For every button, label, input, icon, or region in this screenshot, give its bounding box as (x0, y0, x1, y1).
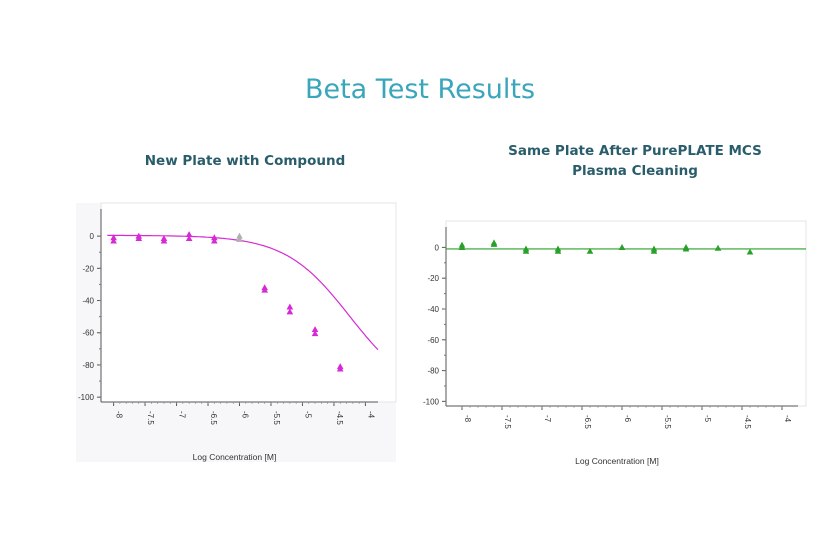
y-tick-label: -80 (427, 367, 439, 376)
y-tick-label: -60 (82, 329, 94, 338)
page-title: Beta Test Results (304, 74, 536, 105)
data-point (490, 240, 498, 247)
x-tick-label: -6 (623, 415, 632, 423)
x-tick-label: -6 (241, 411, 250, 419)
data-point (160, 237, 168, 244)
x-tick-label: -4.5 (335, 411, 344, 425)
y-tick-label: -40 (82, 297, 94, 306)
y-tick-label: -20 (427, 274, 439, 283)
data-point (522, 247, 530, 254)
fit-curve (107, 234, 379, 351)
excluded-data-point (236, 235, 243, 242)
x-axis-label: Log Concentration [M] (575, 456, 659, 466)
y-tick-label: -40 (427, 305, 439, 314)
x-tick-label: -4.5 (743, 415, 752, 429)
data-point (618, 243, 626, 250)
y-tick-label: -100 (423, 397, 440, 406)
x-tick-label: -5.5 (272, 411, 281, 425)
plot-area (445, 220, 807, 407)
data-point (714, 244, 722, 251)
x-tick-label: -7.5 (146, 411, 155, 425)
data-point (286, 308, 294, 315)
x-tick-label: -8 (115, 411, 124, 419)
x-tick-label: -7.5 (503, 415, 512, 429)
x-tick-label: -7 (543, 415, 552, 423)
x-tick-label: -5 (703, 415, 712, 423)
y-tick-label: -20 (82, 264, 94, 273)
data-point (135, 235, 143, 242)
data-point (336, 365, 344, 372)
y-tick-label: 0 (90, 232, 95, 241)
data-point (261, 286, 268, 293)
x-tick-label: -4 (366, 411, 375, 419)
x-tick-label: -5.5 (663, 415, 672, 429)
data-point (746, 248, 754, 255)
data-point (650, 247, 658, 254)
y-tick-label: -100 (78, 393, 95, 402)
x-tick-label: -4 (783, 415, 792, 423)
x-axis-label: Log Concentration [M] (193, 452, 277, 462)
x-tick-label: -8 (463, 415, 472, 423)
x-tick-label: -6.5 (209, 411, 218, 425)
chart-2-title: Same Plate After PurePLATE MCS Plasma Cl… (508, 143, 762, 179)
data-point (110, 237, 117, 244)
data-point (586, 247, 594, 254)
x-tick-label: -7 (178, 411, 187, 419)
data-point (554, 247, 562, 254)
y-tick-label: -60 (427, 336, 439, 345)
data-point (185, 235, 193, 242)
data-point (311, 330, 319, 337)
data-point (682, 245, 690, 252)
data-point (211, 237, 218, 244)
x-tick-label: -6.5 (583, 415, 592, 429)
data-point (458, 243, 466, 250)
y-tick-label: 0 (435, 243, 440, 252)
chart-1-title: New Plate with Compound (144, 153, 346, 169)
y-tick-label: -80 (82, 361, 94, 370)
x-tick-label: -5 (303, 411, 312, 419)
